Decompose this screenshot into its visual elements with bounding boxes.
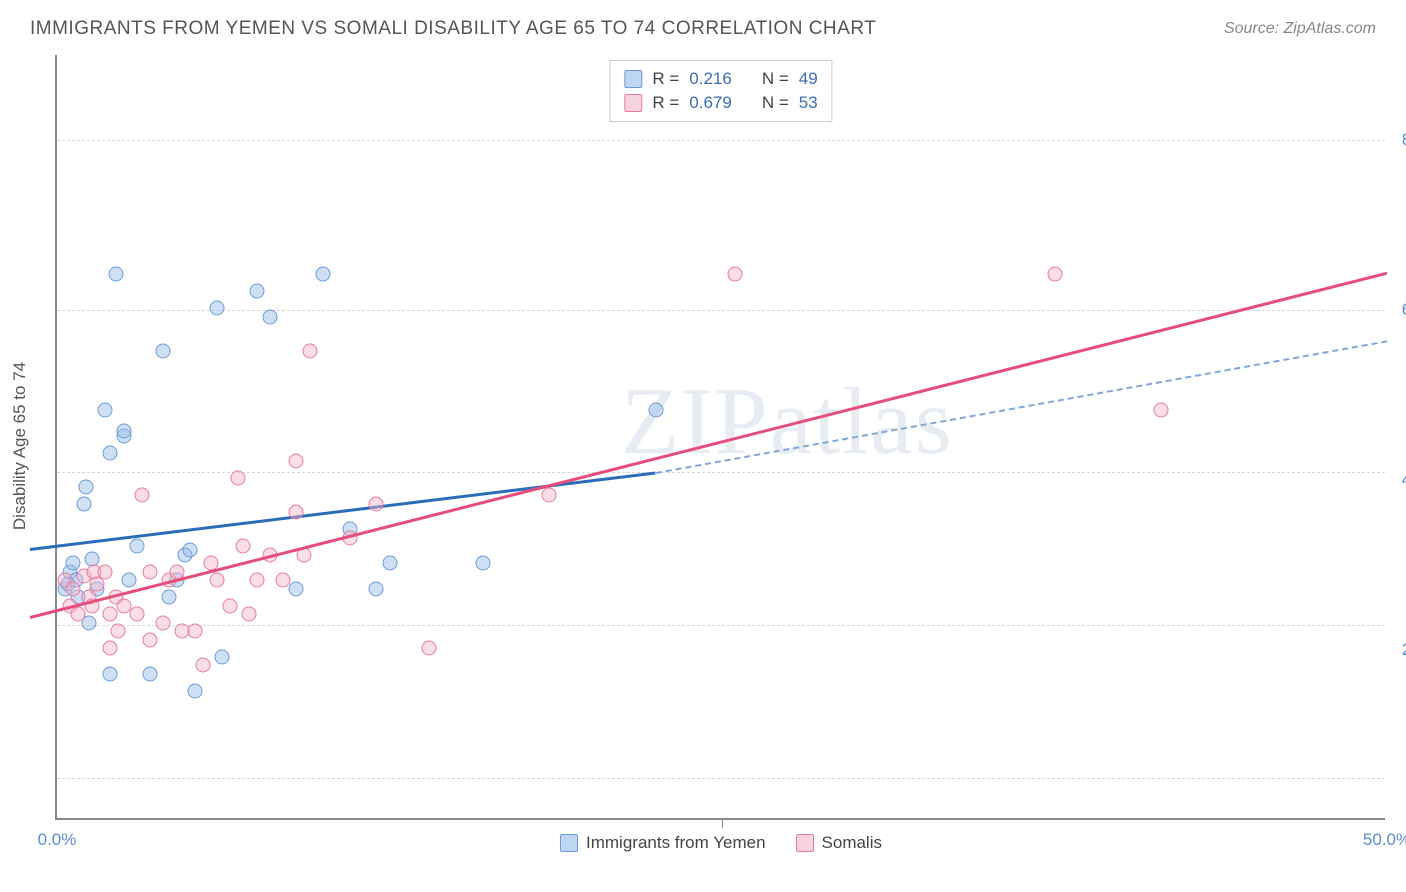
legend-item: Somalis [796,833,882,853]
data-point [97,403,112,418]
trend-line [655,340,1387,474]
x-tick-label: 0.0% [38,830,77,850]
n-value: 53 [799,93,818,113]
data-point [289,505,304,520]
data-point [103,666,118,681]
data-point [121,573,136,588]
data-point [65,581,80,596]
legend-swatch [624,94,642,112]
data-point [728,267,743,282]
data-point [111,624,126,639]
y-tick-label: 20.0% [1402,640,1406,660]
data-point [129,607,144,622]
y-tick-label: 40.0% [1402,470,1406,490]
chart-title: IMMIGRANTS FROM YEMEN VS SOMALI DISABILI… [30,18,876,40]
legend-label: Immigrants from Yemen [586,833,766,853]
data-point [188,624,203,639]
r-label: R = [652,69,679,89]
watermark-text: ZIPatlas [621,366,954,476]
data-point [103,641,118,656]
data-point [196,658,211,673]
data-point [161,590,176,605]
data-point [302,343,317,358]
data-point [156,615,171,630]
gridline [57,778,1385,779]
chart-source: Source: ZipAtlas.com [1224,20,1376,38]
gridline [57,310,1385,311]
x-tick-label: 50.0% [1363,830,1406,850]
legend-label: Somalis [822,833,882,853]
data-point [103,445,118,460]
legend-swatch [796,834,814,852]
gridline [57,625,1385,626]
legend-item: Immigrants from Yemen [560,833,766,853]
data-point [276,573,291,588]
data-point [103,607,118,622]
data-point [129,539,144,554]
data-point [79,479,94,494]
data-point [316,267,331,282]
data-point [648,403,663,418]
r-value: 0.216 [689,69,732,89]
data-point [143,564,158,579]
data-point [422,641,437,656]
data-point [89,577,104,592]
correlation-legend: R = 0.216 N = 49 R = 0.679 N = 53 [609,60,832,122]
data-point [108,267,123,282]
data-point [143,666,158,681]
data-point [135,488,150,503]
data-point [230,471,245,486]
data-point [289,454,304,469]
legend-row: R = 0.679 N = 53 [624,91,817,115]
data-point [116,424,131,439]
data-point [156,343,171,358]
scatter-chart: ZIPatlas R =0.216N =49R =0.679N =53 Immi… [55,55,1385,820]
y-tick-label: 60.0% [1402,300,1406,320]
data-point [97,564,112,579]
data-point [1153,403,1168,418]
data-point [209,573,224,588]
legend-swatch [560,834,578,852]
data-point [249,284,264,299]
data-point [236,539,251,554]
series-legend: Immigrants from Yemen Somalis [560,833,882,853]
data-point [1047,267,1062,282]
trend-line [30,272,1387,619]
data-point [369,581,384,596]
data-point [289,581,304,596]
data-point [249,573,264,588]
data-point [183,543,198,558]
gridline [57,472,1385,473]
data-point [542,488,557,503]
r-value: 0.679 [689,93,732,113]
data-point [209,301,224,316]
data-point [222,598,237,613]
n-label: N = [762,69,789,89]
data-point [262,309,277,324]
y-axis-label: Disability Age 65 to 74 [10,362,30,530]
data-point [65,556,80,571]
data-point [76,496,91,511]
data-point [71,607,86,622]
data-point [188,683,203,698]
data-point [369,496,384,511]
data-point [214,649,229,664]
n-value: 49 [799,69,818,89]
y-tick-label: 80.0% [1402,130,1406,150]
x-tick-mark [722,818,723,828]
legend-row: R = 0.216 N = 49 [624,67,817,91]
data-point [241,607,256,622]
data-point [475,556,490,571]
n-label: N = [762,93,789,113]
r-label: R = [652,93,679,113]
legend-swatch [624,70,642,88]
data-point [382,556,397,571]
gridline [57,140,1385,141]
data-point [143,632,158,647]
chart-header: IMMIGRANTS FROM YEMEN VS SOMALI DISABILI… [0,0,1406,50]
